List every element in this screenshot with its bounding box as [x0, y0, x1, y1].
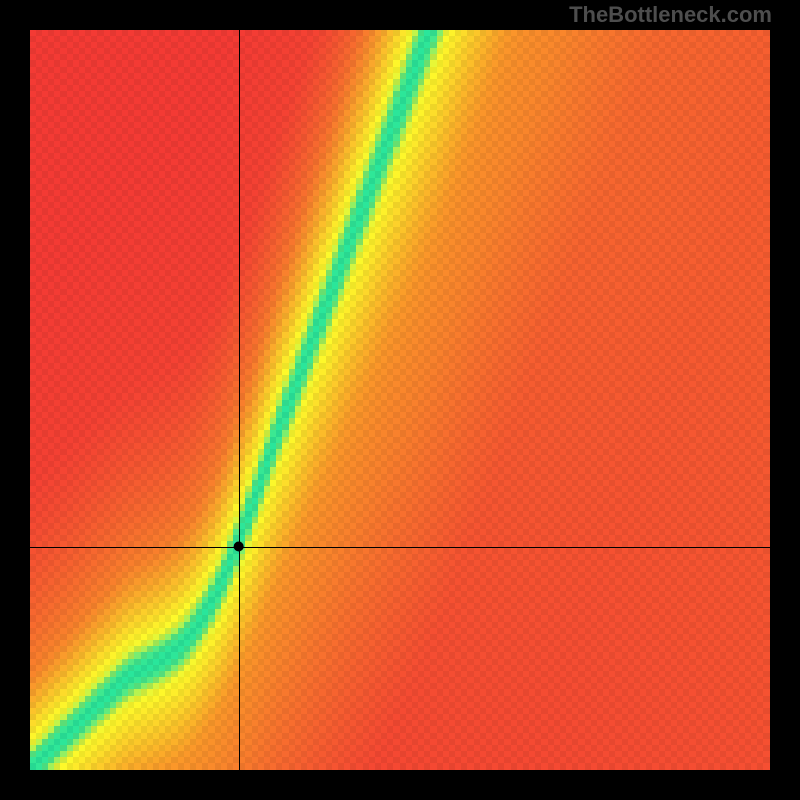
chart-container: TheBottleneck.com [0, 0, 800, 800]
bottleneck-heatmap [30, 30, 770, 770]
watermark-label: TheBottleneck.com [569, 2, 772, 28]
